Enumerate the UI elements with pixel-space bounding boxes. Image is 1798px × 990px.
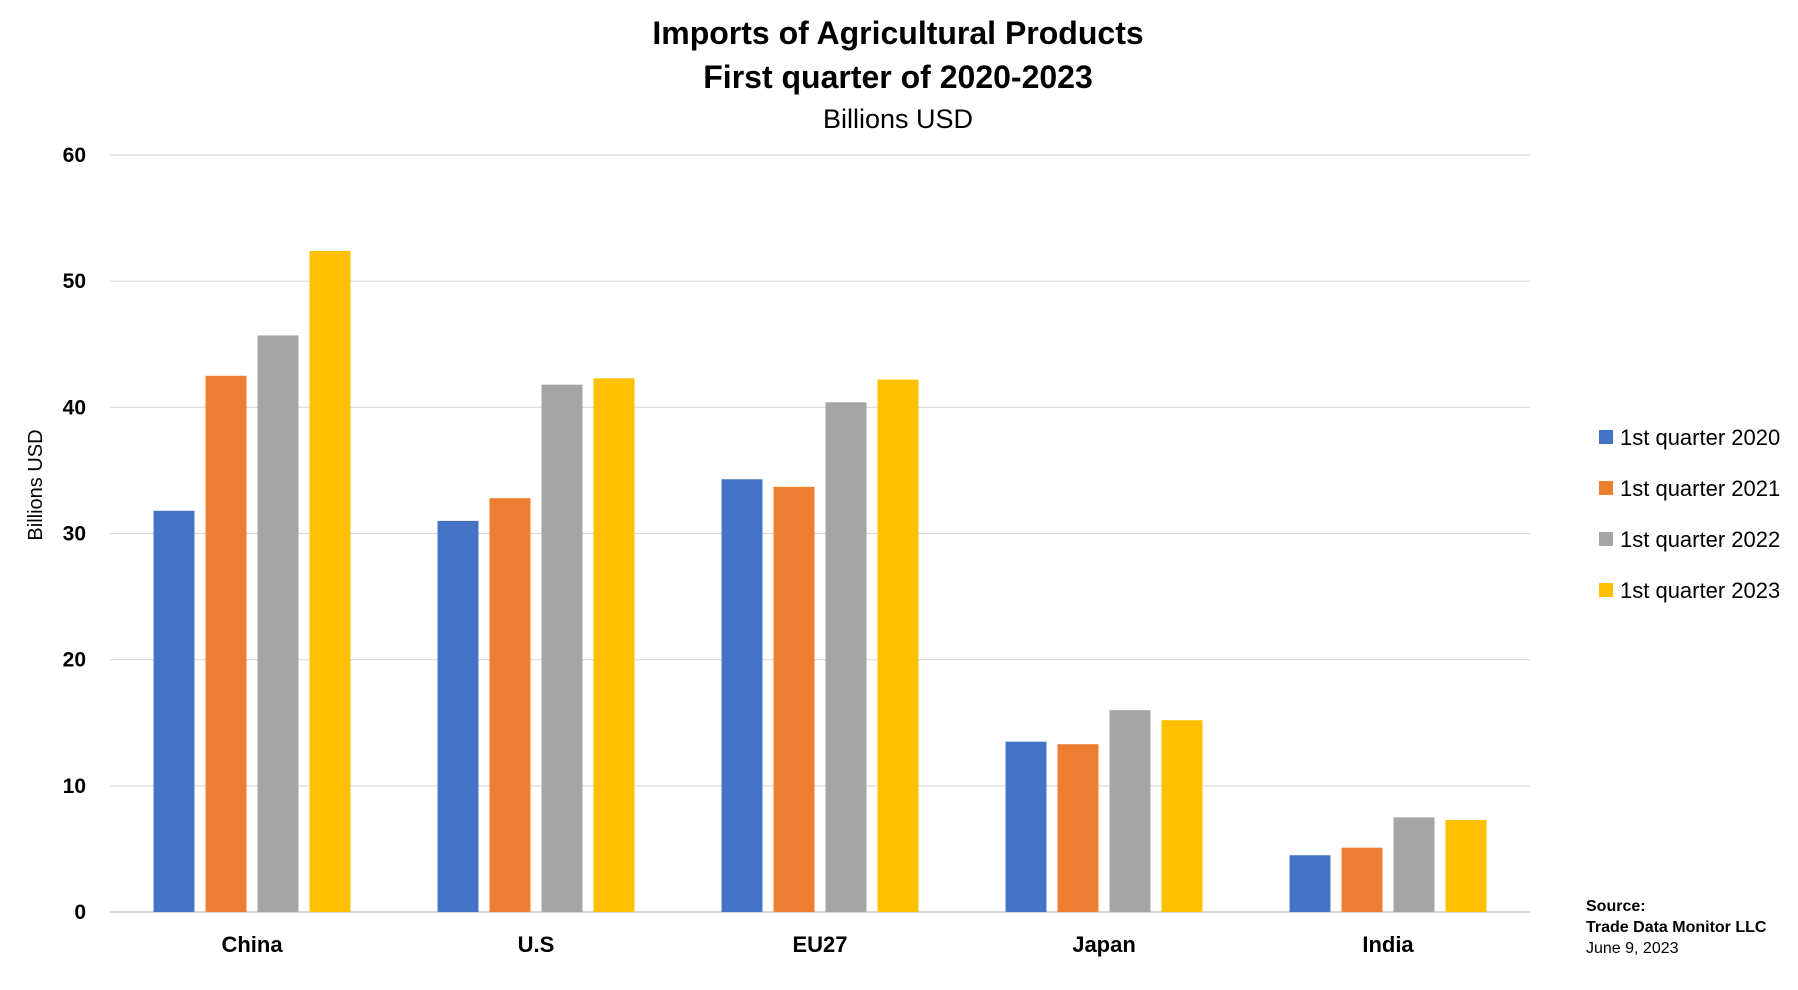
bar bbox=[1005, 741, 1047, 912]
source-org: Trade Data Monitor LLC bbox=[1586, 919, 1767, 936]
y-tick-label: 20 bbox=[63, 649, 86, 672]
y-axis-label: Billions USD bbox=[25, 429, 47, 540]
x-tick-label: EU27 bbox=[792, 932, 847, 957]
bar bbox=[1445, 819, 1487, 912]
legend-swatch bbox=[1599, 481, 1613, 495]
y-tick-label: 0 bbox=[74, 901, 86, 924]
bar bbox=[437, 520, 479, 912]
y-axis-ticks: 0 10 20 30 40 50 60 bbox=[63, 144, 86, 924]
legend-swatch bbox=[1599, 532, 1613, 546]
legend-item: 1st quarter 2020 bbox=[1599, 425, 1780, 450]
chart-title-line-2: First quarter of 2020-2023 bbox=[703, 59, 1093, 95]
chart-title-line-1: Imports of Agricultural Products bbox=[652, 15, 1143, 51]
bar bbox=[1109, 710, 1151, 912]
chart-subtitle: Billions USD bbox=[823, 104, 973, 134]
bar bbox=[309, 250, 351, 913]
legend: 1st quarter 2020 1st quarter 2021 1st quar… bbox=[1599, 425, 1780, 603]
source-label: Source: bbox=[1586, 898, 1646, 915]
bar bbox=[1393, 817, 1435, 912]
x-tick-label: Japan bbox=[1072, 932, 1136, 957]
source-note: Source: Trade Data Monitor LLC June 9, 2… bbox=[1586, 896, 1766, 959]
bar bbox=[489, 498, 531, 912]
bar bbox=[1289, 855, 1331, 912]
bar bbox=[1161, 720, 1203, 912]
bars bbox=[153, 250, 1487, 913]
x-axis-ticks: China U.S EU27 Japan India bbox=[221, 932, 1414, 957]
x-tick-label: U.S bbox=[518, 932, 555, 957]
legend-swatch bbox=[1599, 430, 1613, 444]
bar bbox=[257, 335, 299, 912]
bar bbox=[541, 384, 583, 913]
bar bbox=[773, 486, 815, 912]
x-tick-label: China bbox=[221, 932, 283, 957]
y-tick-label: 40 bbox=[63, 396, 86, 419]
y-tick-label: 50 bbox=[63, 270, 86, 293]
bar bbox=[593, 378, 635, 912]
legend-label: 1st quarter 2023 bbox=[1620, 578, 1780, 603]
bar bbox=[205, 375, 247, 913]
legend-swatch bbox=[1599, 583, 1613, 597]
bar bbox=[153, 510, 195, 912]
bar bbox=[1341, 847, 1383, 912]
y-tick-label: 10 bbox=[63, 775, 86, 798]
y-tick-label: 30 bbox=[63, 523, 86, 546]
bar bbox=[877, 379, 919, 912]
bar bbox=[825, 402, 867, 912]
source-date: June 9, 2023 bbox=[1586, 940, 1679, 957]
legend-item: 1st quarter 2022 bbox=[1599, 527, 1780, 552]
legend-label: 1st quarter 2021 bbox=[1620, 476, 1780, 501]
legend-label: 1st quarter 2022 bbox=[1620, 527, 1780, 552]
bar bbox=[721, 479, 763, 912]
legend-item: 1st quarter 2023 bbox=[1599, 578, 1780, 603]
bar bbox=[1057, 744, 1099, 912]
legend-item: 1st quarter 2021 bbox=[1599, 476, 1780, 501]
x-tick-label: India bbox=[1362, 932, 1414, 957]
legend-label: 1st quarter 2020 bbox=[1620, 425, 1780, 450]
y-tick-label: 60 bbox=[63, 144, 86, 167]
